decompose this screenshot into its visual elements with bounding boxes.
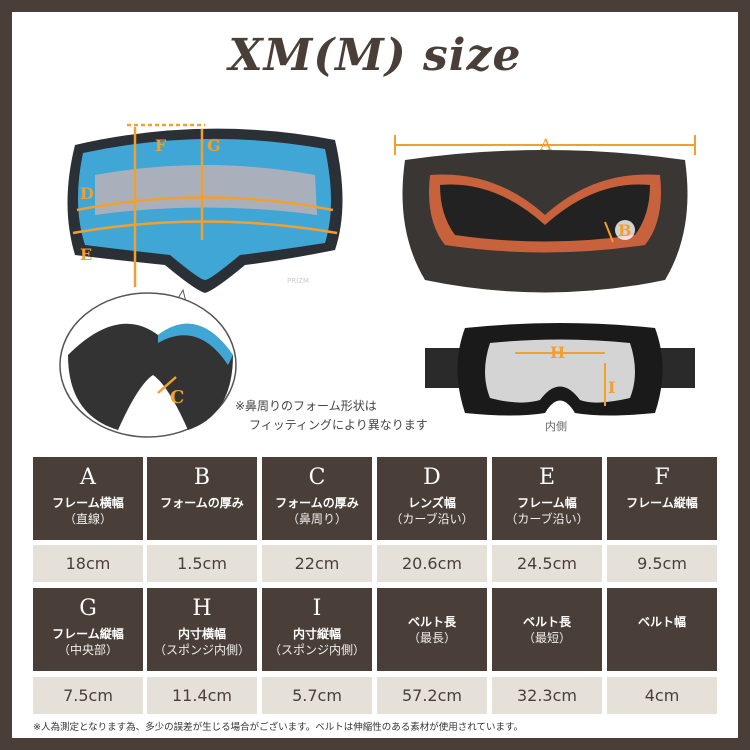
label-f: F [155, 136, 167, 155]
spec-letter: E [538, 465, 556, 490]
spec-header-cell: H 内寸横幅 （スポンジ内側） [147, 588, 257, 671]
spec-value: 1.5cm [147, 545, 257, 582]
label-i: I [608, 378, 615, 397]
spec-header-cell: C フォームの厚み （鼻周り） [262, 457, 372, 540]
label-c: C [170, 387, 184, 408]
goggle-front-image: PRIZM F G D E [67, 123, 343, 293]
inside-label: 内側 [545, 420, 567, 433]
spec-header-cell: G フレーム縦幅 （中央部） [33, 588, 143, 671]
spec-letter: G [79, 596, 97, 621]
spec-letter: F [654, 465, 670, 490]
spec-header-cell: ベルト長 （最短） [492, 588, 602, 671]
label-d: D [80, 184, 94, 203]
spec-sublabel: （鼻周り） [286, 512, 347, 526]
spec-value: 18cm [33, 545, 143, 582]
spec-label: 内寸横幅 [177, 627, 226, 641]
note-line-1: ※鼻周りのフォーム形状は [235, 399, 377, 413]
spec-value: 24.5cm [492, 545, 602, 582]
label-b: B [618, 221, 632, 240]
spec-label: フレーム縦幅 [52, 627, 124, 641]
label-h: H [550, 343, 565, 362]
spec-letter: C [308, 465, 326, 490]
spec-sublabel: （直線） [63, 512, 112, 526]
spec-header-cell: ベルト長 （最長） [377, 588, 487, 671]
spec-letter: B [193, 465, 211, 490]
spec-label: ベルト幅 [637, 615, 686, 629]
label-a: A [539, 135, 552, 154]
spec-label: フレーム幅 [517, 496, 577, 510]
nose-foam-closeup-image: C [59, 288, 237, 438]
spec-sublabel: （スポンジ内側） [268, 643, 365, 657]
spec-header-cell: F フレーム縦幅 [607, 457, 717, 540]
spec-value: 20.6cm [377, 545, 487, 582]
goggle-back-image: A B [394, 135, 696, 293]
spec-value: 11.4cm [147, 677, 257, 714]
spec-label: フレーム横幅 [52, 496, 124, 510]
spec-label: フォームの厚み [160, 496, 244, 510]
spec-sublabel: （スポンジ内側） [153, 643, 250, 657]
spec-sublabel: （カーブ沿い） [505, 512, 589, 526]
footnote: ※人為測定となります為、多少の誤差が生じる場合がございます。ベルトは伸縮性のある… [33, 722, 523, 733]
spec-sublabel: （中央部） [57, 643, 118, 657]
spec-sublabel: （最長） [407, 631, 456, 645]
spec-header-cell: I 内寸縦幅 （スポンジ内側） [262, 588, 372, 671]
nose-foam-note: ※鼻周りのフォーム形状は フィッティングにより異なります [235, 397, 428, 435]
goggle-inside-image: H I [425, 323, 695, 416]
spec-header-cell: A フレーム横幅 （直線） [33, 457, 143, 540]
spec-label: フォームの厚み [275, 496, 359, 510]
label-g: G [207, 136, 221, 155]
note-line-2: フィッティングにより異なります [249, 418, 428, 432]
spec-header-cell: D レンズ幅 （カーブ沿い） [377, 457, 487, 540]
spec-value: 22cm [262, 545, 372, 582]
label-e: E [80, 245, 92, 264]
spec-value: 9.5cm [607, 545, 717, 582]
spec-header-cell: B フォームの厚み [147, 457, 257, 540]
spec-header-cell: E フレーム幅 （カーブ沿い） [492, 457, 602, 540]
spec-header-cell: ベルト幅 [607, 588, 717, 671]
spec-letter: A [80, 465, 96, 490]
spec-label: ベルト長 [522, 615, 571, 629]
spec-letter: I [312, 596, 322, 621]
spec-letter: H [192, 596, 212, 621]
spec-sublabel: （最短） [522, 631, 571, 645]
spec-value: 32.3cm [492, 677, 602, 714]
spec-value: 4cm [607, 677, 717, 714]
spec-value: 57.2cm [377, 677, 487, 714]
spec-label: レンズ幅 [408, 496, 456, 510]
spec-value: 7.5cm [33, 677, 143, 714]
spec-label: フレーム縦幅 [626, 496, 698, 510]
spec-sublabel: （カーブ沿い） [390, 512, 474, 526]
page-title: XM(M) size [228, 30, 522, 81]
spec-value: 5.7cm [262, 677, 372, 714]
spec-label: 内寸縦幅 [292, 627, 341, 641]
spec-letter: D [423, 465, 441, 490]
prizm-logo: PRIZM [287, 277, 309, 285]
spec-label: ベルト長 [407, 615, 456, 629]
